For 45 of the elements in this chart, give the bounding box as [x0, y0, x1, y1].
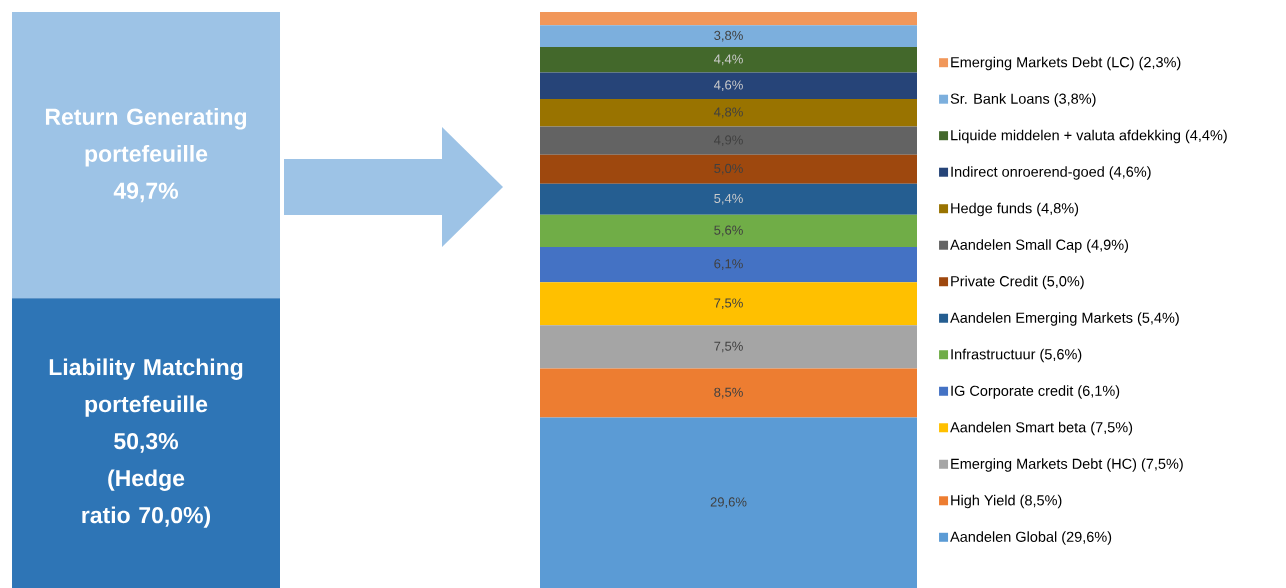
bar [540, 126, 917, 155]
legend-label: Aandelen Smart beta (7,5%) [950, 421, 1133, 436]
legend-label: Indirect onroerend-goed (4,6%) [951, 166, 1151, 180]
bar [540, 247, 917, 283]
legend-label: Liquide middelen + valuta afdekking (4,4%) [951, 129, 1227, 144]
bar [540, 47, 917, 73]
legend-label: Emerging Markets Debt (LC) (2,3%) [951, 56, 1181, 71]
bar [540, 325, 917, 369]
data-label: 8,5% [714, 387, 743, 399]
bar [540, 72, 917, 99]
bar [540, 25, 917, 48]
legend-label: Aandelen Global (29,6%) [950, 531, 1112, 545]
bar [540, 154, 917, 184]
data-label: 5,0% [714, 163, 743, 175]
legend-label: Emerging Markets Debt (HC) (7,5%) [951, 458, 1183, 472]
data-label: 5,6% [714, 225, 743, 237]
bar [540, 282, 917, 326]
bar [540, 368, 917, 418]
data-label: 4,4% [713, 54, 743, 66]
data-label: 6,1% [714, 259, 743, 270]
series-label: Return Generating portefeuille [45, 108, 247, 167]
data-label: 4,8% [713, 107, 743, 119]
legend-label: IG Corporate credit (6,1%) [951, 385, 1120, 399]
legend-label: Hedge funds (4,8%) [951, 202, 1079, 217]
bar [540, 214, 917, 247]
bar [540, 98, 917, 127]
data-label: 29,6% [710, 497, 747, 509]
annotation: (Hedge ratio 70,0%) [82, 469, 211, 528]
data-label: 50,3% [114, 433, 179, 453]
data-label: 5,4% [714, 193, 743, 205]
legend-label: Aandelen Emerging Markets (5,4%) [950, 312, 1179, 326]
data-label: 49,7% [113, 182, 179, 203]
legend-label: Sr. Bank Loans (3,8%) [950, 93, 1096, 107]
data-label: 7,5% [714, 341, 743, 353]
legend-label: High Yield (8,5%) [951, 494, 1062, 509]
data-label: 4,6% [713, 80, 743, 92]
bar [540, 417, 917, 588]
bar [540, 11, 917, 26]
legend-label: Aandelen Small Cap (4,9%) [950, 239, 1129, 253]
legend-label: Infrastructuur (5,6%) [951, 348, 1082, 363]
series-label: Liability Matching portefeuille [49, 358, 243, 417]
legend-label: Private Credit (5,0%) [951, 275, 1084, 290]
data-label: 7,5% [714, 298, 743, 310]
bar [540, 183, 917, 215]
data-label: 3,8% [714, 30, 743, 42]
